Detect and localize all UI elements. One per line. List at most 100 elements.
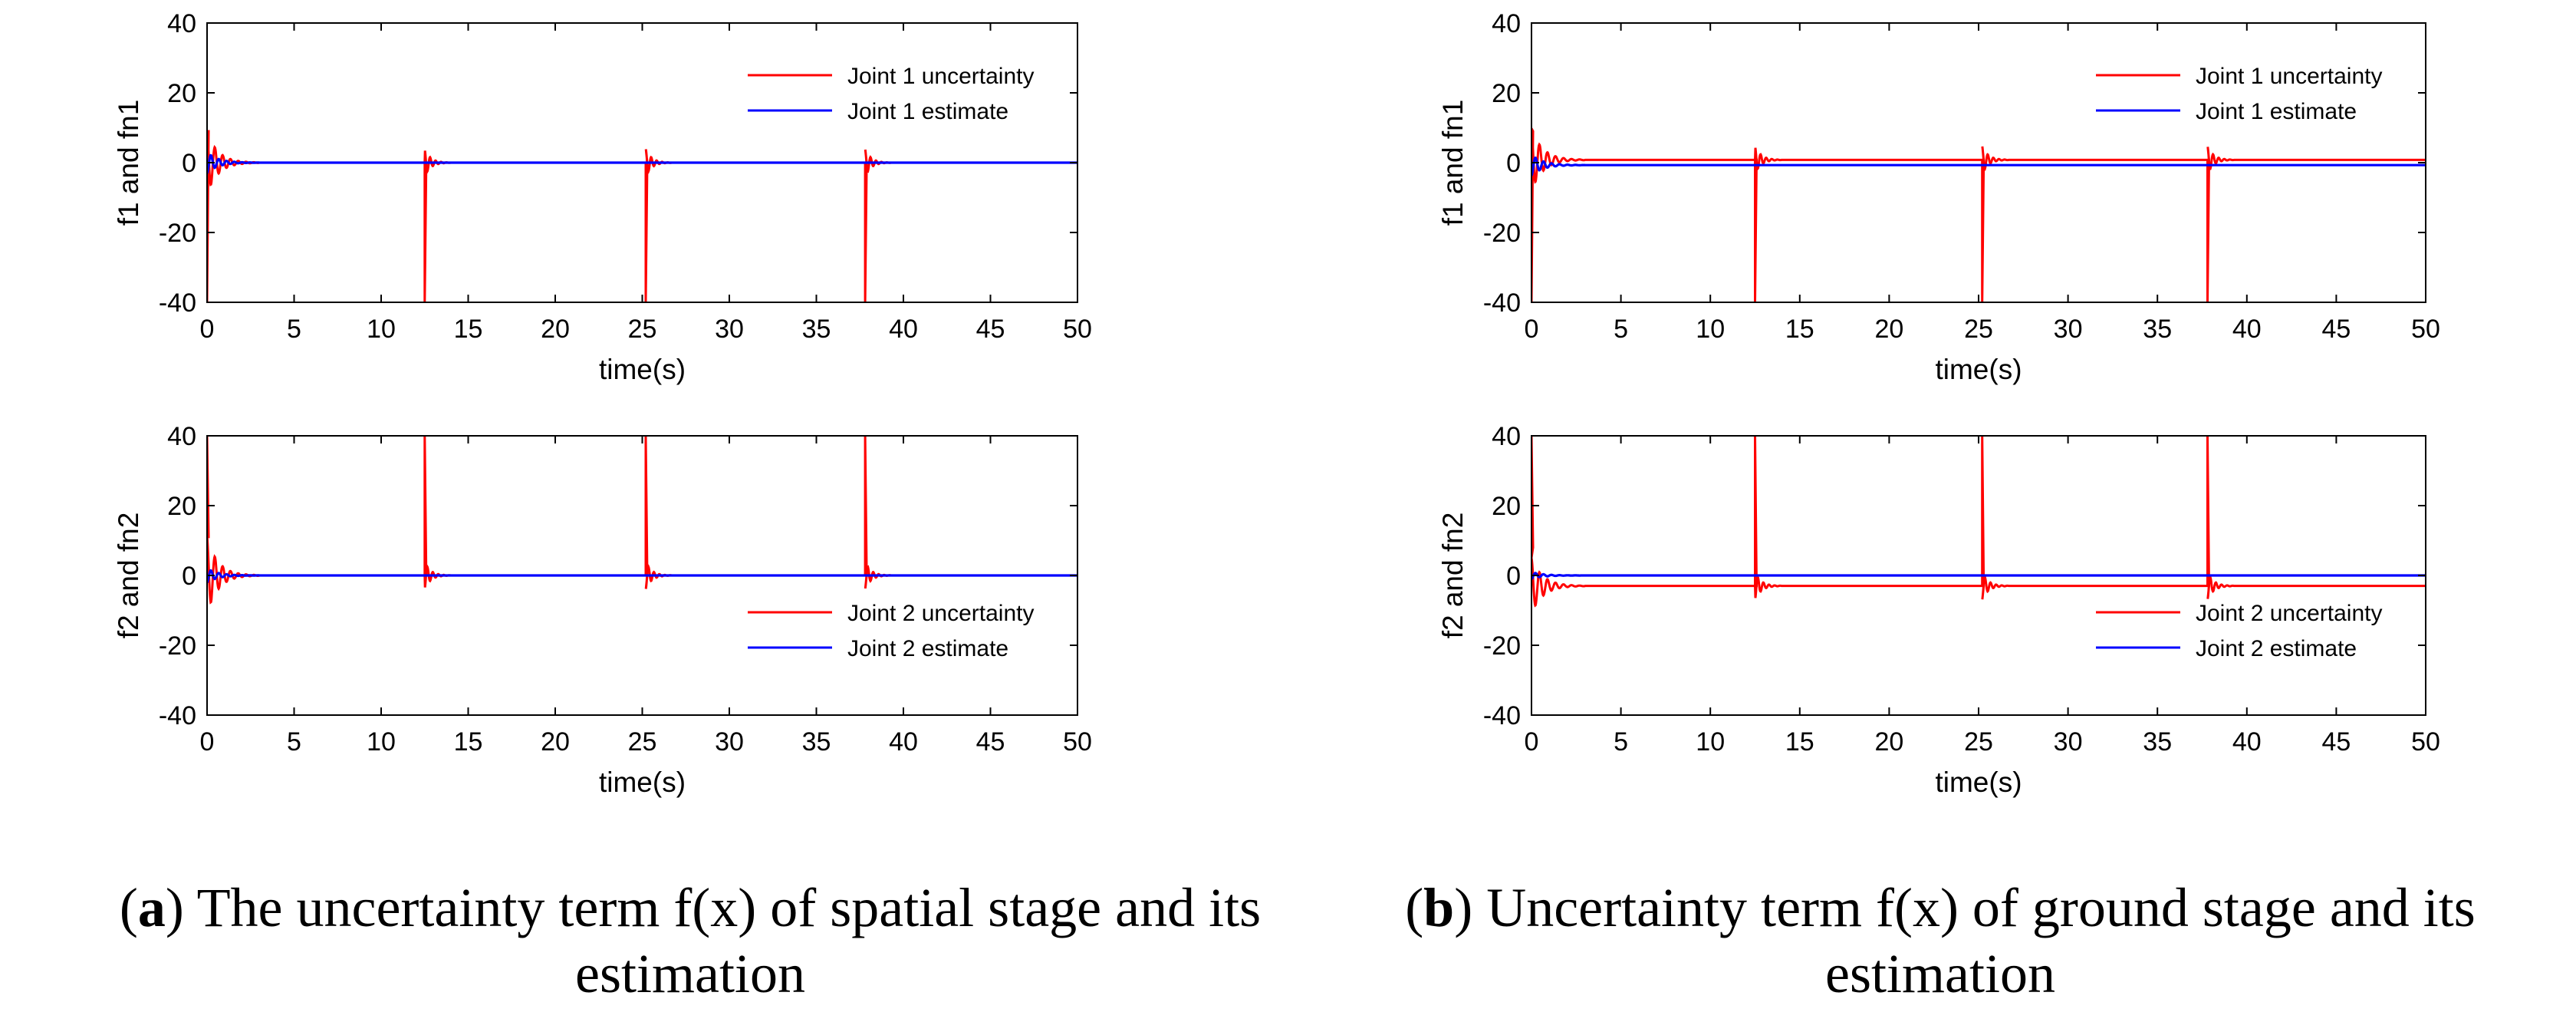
x-tick-label: 35 [2143, 727, 2172, 757]
series-line-estimate [207, 153, 1077, 174]
x-tick-label: 45 [976, 727, 1005, 757]
y-tick-label: -20 [1483, 631, 1521, 661]
series-line-uncertainty [207, 436, 1077, 605]
y-tick-label: 0 [1506, 149, 1521, 178]
y-tick-label: -40 [1483, 288, 1521, 318]
x-tick-label: 30 [2054, 315, 2083, 344]
x-tick-label: 40 [889, 727, 918, 757]
x-tick-label: 25 [628, 727, 657, 757]
x-tick-label: 50 [1063, 315, 1092, 344]
series-line-estimate [1531, 572, 2426, 580]
y-axis-label: f1 and fn1 [1437, 100, 1469, 226]
y-axis-label: f2 and fn2 [113, 513, 144, 639]
x-tick-label: 15 [1785, 315, 1814, 344]
y-tick-label: 20 [167, 79, 196, 108]
y-tick-label: 40 [1492, 422, 1521, 451]
x-tick-label: 0 [1525, 315, 1539, 344]
x-tick-label: 25 [1964, 315, 1993, 344]
series-line-estimate [207, 569, 1077, 584]
x-tick-label: 40 [2232, 727, 2262, 757]
series-line-uncertainty [1531, 436, 2426, 608]
x-tick-label: 10 [367, 727, 396, 757]
x-tick-label: 45 [2321, 315, 2351, 344]
x-axis-label: time(s) [599, 766, 686, 798]
y-tick-label: -40 [1483, 701, 1521, 730]
legend-label: Joint 1 uncertainty [2196, 64, 2382, 89]
legend-label: Joint 2 estimate [2196, 636, 2357, 661]
x-tick-label: 40 [2232, 315, 2262, 344]
x-tick-label: 10 [1696, 727, 1725, 757]
x-tick-label: 0 [200, 315, 215, 344]
x-tick-label: 35 [802, 315, 831, 344]
x-tick-label: 40 [889, 315, 918, 344]
x-tick-label: 35 [802, 727, 831, 757]
x-tick-label: 15 [454, 315, 483, 344]
x-tick-label: 5 [1614, 315, 1628, 344]
x-tick-label: 10 [367, 315, 396, 344]
y-tick-label: -20 [159, 631, 196, 661]
plot-b-2: 0 5 10 15 20 25 30 35 40 45 50 40 20 0 -20 -40 time(s) f2… [1437, 422, 2440, 798]
plot-a-1: 0 5 10 15 20 25 30 35 40 45 50 40 20 0 -20 -40 time(s) f1… [113, 9, 1092, 385]
caption-a: (a) The uncertainty term f(x) of spatial… [119, 877, 1262, 1004]
plot-b-1: 0 5 10 15 20 25 30 35 40 45 50 40 20 0 -20 -40 time(s) f1… [1437, 9, 2440, 385]
x-tick-label: 45 [2321, 727, 2351, 757]
legend: Joint 2 uncertainty Joint 2 estimate [748, 601, 1034, 661]
x-tick-label: 15 [1785, 727, 1814, 757]
legend: Joint 1 uncertainty Joint 1 estimate [748, 64, 1034, 124]
y-tick-label: 20 [1492, 492, 1521, 521]
x-tick-label: 20 [541, 315, 570, 344]
y-tick-label: 0 [1506, 562, 1521, 591]
legend-label: Joint 2 estimate [847, 636, 1008, 661]
x-tick-label: 50 [2411, 315, 2440, 344]
legend-label: Joint 1 uncertainty [847, 64, 1034, 89]
legend-label: Joint 1 estimate [847, 99, 1008, 124]
x-tick-label: 20 [541, 727, 570, 757]
y-axis-label: f1 and fn1 [113, 100, 144, 226]
plot-a-2: 0 5 10 15 20 25 30 35 40 45 50 40 20 0 -20 -40 time(s) f2… [113, 422, 1092, 798]
y-tick-label: 0 [182, 149, 196, 178]
x-tick-label: 10 [1696, 315, 1725, 344]
caption-a-text: The uncertainty term f(x) of spatial sta… [196, 877, 1262, 1004]
y-tick-label: 20 [1492, 79, 1521, 108]
legend: Joint 2 uncertainty Joint 2 estimate [2096, 601, 2382, 661]
x-tick-label: 15 [454, 727, 483, 757]
x-tick-label: 35 [2143, 315, 2172, 344]
x-tick-label: 45 [976, 315, 1005, 344]
x-tick-label: 0 [1525, 727, 1539, 757]
x-axis-label: time(s) [1935, 766, 2022, 798]
x-tick-label: 30 [715, 315, 744, 344]
x-tick-label: 30 [2054, 727, 2083, 757]
x-tick-label: 20 [1874, 727, 1903, 757]
caption-b-letter: b [1423, 877, 1455, 938]
legend: Joint 1 uncertainty Joint 1 estimate [2096, 64, 2382, 124]
x-axis-label: time(s) [599, 354, 686, 385]
legend-label: Joint 1 estimate [2196, 99, 2357, 124]
legend-label: Joint 2 uncertainty [847, 601, 1034, 626]
y-tick-label: -20 [159, 219, 196, 248]
x-tick-label: 25 [1964, 727, 1993, 757]
y-tick-label: -40 [159, 701, 196, 730]
y-tick-label: 0 [182, 562, 196, 591]
x-tick-label: 0 [200, 727, 215, 757]
y-tick-label: 40 [167, 9, 196, 38]
x-tick-label: 25 [628, 315, 657, 344]
x-tick-label: 5 [287, 315, 301, 344]
y-tick-label: 20 [167, 492, 196, 521]
caption-b-text: Uncertainty term f(x) of ground stage an… [1486, 877, 2476, 1004]
x-tick-label: 5 [1614, 727, 1628, 757]
series-line-estimate [1531, 157, 2426, 176]
y-axis-label: f2 and fn2 [1437, 513, 1469, 639]
series-line-uncertainty [1531, 127, 2426, 302]
legend-label: Joint 2 uncertainty [2196, 601, 2382, 626]
y-tick-label: -40 [159, 288, 196, 318]
caption-a-letter: a [137, 877, 166, 938]
x-tick-label: 20 [1874, 315, 1903, 344]
y-tick-label: 40 [167, 422, 196, 451]
x-tick-label: 5 [287, 727, 301, 757]
y-tick-label: -20 [1483, 219, 1521, 248]
series-line-uncertainty [207, 130, 1077, 302]
x-tick-label: 30 [715, 727, 744, 757]
x-tick-label: 50 [2411, 727, 2440, 757]
caption-b: (b) Uncertainty term f(x) of ground stag… [1405, 877, 2476, 1004]
